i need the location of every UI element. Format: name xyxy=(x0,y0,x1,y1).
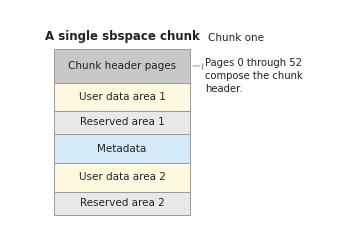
Text: Chunk header pages: Chunk header pages xyxy=(68,61,176,71)
Text: Chunk one: Chunk one xyxy=(208,32,264,42)
FancyBboxPatch shape xyxy=(54,163,190,192)
FancyBboxPatch shape xyxy=(54,134,190,163)
Text: Pages 0 through 52
compose the chunk
header.: Pages 0 through 52 compose the chunk hea… xyxy=(205,58,303,94)
Text: Reserved area 2: Reserved area 2 xyxy=(80,198,164,208)
FancyBboxPatch shape xyxy=(54,111,190,134)
FancyBboxPatch shape xyxy=(54,192,190,215)
FancyBboxPatch shape xyxy=(54,49,190,82)
Text: User data area 1: User data area 1 xyxy=(79,92,165,102)
FancyBboxPatch shape xyxy=(54,82,190,111)
Text: Metadata: Metadata xyxy=(97,144,146,154)
Text: A single sbspace chunk: A single sbspace chunk xyxy=(45,30,199,43)
Text: Reserved area 1: Reserved area 1 xyxy=(80,118,164,128)
Text: User data area 2: User data area 2 xyxy=(79,172,165,182)
